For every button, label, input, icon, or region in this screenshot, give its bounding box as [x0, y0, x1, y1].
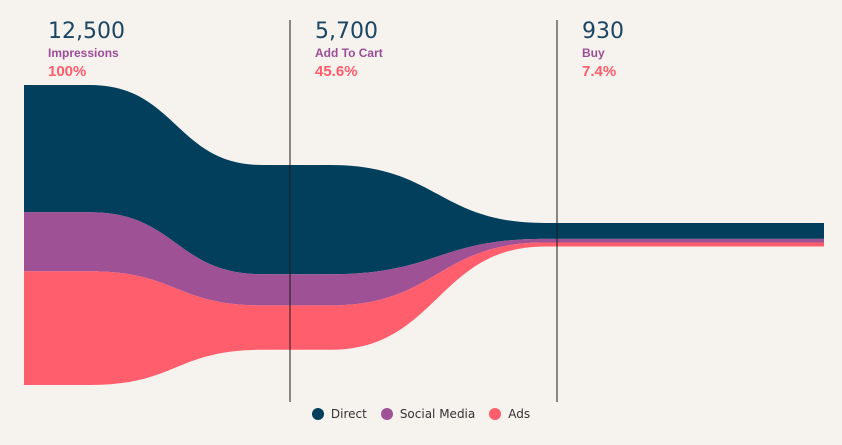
legend: Direct Social Media Ads	[0, 407, 842, 421]
legend-item-direct[interactable]: Direct	[311, 407, 367, 421]
legend-item-social-media[interactable]: Social Media	[380, 407, 476, 421]
stage-percent: 45.6%	[315, 63, 358, 80]
legend-item-ads[interactable]: Ads	[489, 407, 530, 421]
legend-swatch-icon	[380, 408, 393, 420]
stage-header-impressions: 12,500 Impressions 100%	[48, 18, 125, 83]
funnel-band-direct[interactable]	[24, 85, 824, 275]
stage-percent: 7.4%	[582, 63, 617, 80]
stage-value: 930	[582, 19, 624, 44]
legend-swatch-icon	[311, 408, 324, 420]
stage-header-add-to-cart: 5,700 Add To Cart 45.6%	[315, 18, 383, 83]
legend-label: Ads	[508, 407, 531, 421]
legend-swatch-icon	[489, 408, 502, 420]
stage-label: Buy	[582, 46, 605, 60]
stage-value: 5,700	[315, 19, 378, 44]
stage-value: 12,500	[48, 19, 125, 44]
stage-header-buy: 930 Buy 7.4%	[582, 18, 624, 83]
funnel-band-ads[interactable]	[24, 242, 824, 385]
funnel-band-social-media[interactable]	[24, 212, 824, 306]
legend-label: Direct	[330, 407, 367, 421]
legend-label: Social Media	[399, 407, 476, 421]
stage-label: Impressions	[48, 46, 119, 60]
stage-percent: 100%	[48, 63, 87, 80]
stage-label: Add To Cart	[315, 46, 383, 60]
